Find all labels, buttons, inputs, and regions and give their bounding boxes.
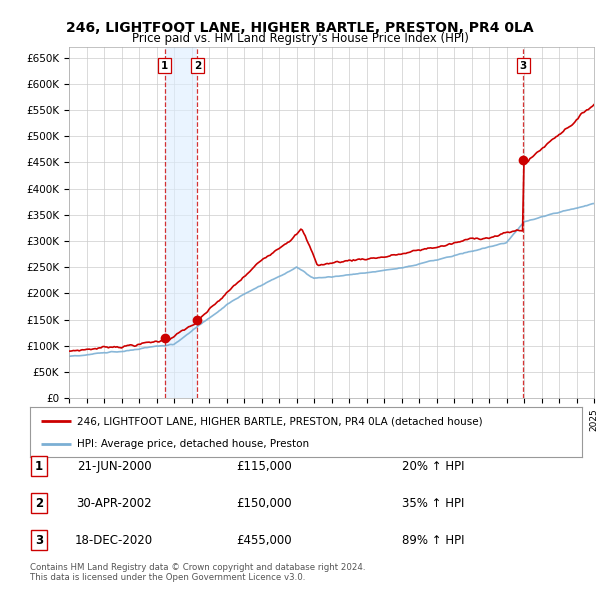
Text: 89% ↑ HPI: 89% ↑ HPI [402, 534, 464, 547]
Text: 1: 1 [161, 61, 169, 71]
Text: £115,000: £115,000 [236, 460, 292, 473]
Text: 35% ↑ HPI: 35% ↑ HPI [402, 497, 464, 510]
Bar [165, 47, 197, 398]
Text: 2: 2 [194, 61, 201, 71]
Text: 20% ↑ HPI: 20% ↑ HPI [402, 460, 464, 473]
Text: 246, LIGHTFOOT LANE, HIGHER BARTLE, PRESTON, PR4 0LA (detached house): 246, LIGHTFOOT LANE, HIGHER BARTLE, PRES… [77, 416, 482, 426]
Text: 2: 2 [35, 497, 43, 510]
Text: 3: 3 [35, 534, 43, 547]
Text: 1: 1 [35, 460, 43, 473]
Text: Price paid vs. HM Land Registry's House Price Index (HPI): Price paid vs. HM Land Registry's House … [131, 32, 469, 45]
Text: £455,000: £455,000 [236, 534, 292, 547]
Text: £150,000: £150,000 [236, 497, 292, 510]
Text: Contains HM Land Registry data © Crown copyright and database right 2024.
This d: Contains HM Land Registry data © Crown c… [30, 563, 365, 582]
Text: 246, LIGHTFOOT LANE, HIGHER BARTLE, PRESTON, PR4 0LA: 246, LIGHTFOOT LANE, HIGHER BARTLE, PRES… [66, 21, 534, 35]
Text: 21-JUN-2000: 21-JUN-2000 [77, 460, 151, 473]
Text: 18-DEC-2020: 18-DEC-2020 [75, 534, 153, 547]
Text: 3: 3 [520, 61, 527, 71]
Text: HPI: Average price, detached house, Preston: HPI: Average price, detached house, Pres… [77, 439, 309, 449]
Text: 30-APR-2002: 30-APR-2002 [76, 497, 152, 510]
